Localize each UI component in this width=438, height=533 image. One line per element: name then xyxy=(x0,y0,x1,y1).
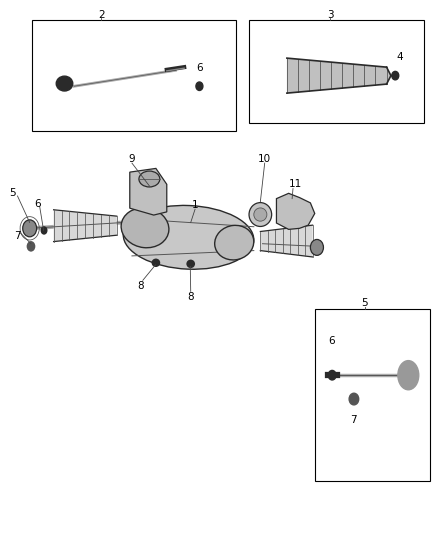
Polygon shape xyxy=(260,225,313,257)
Ellipse shape xyxy=(328,370,336,380)
Text: 9: 9 xyxy=(129,154,135,164)
Polygon shape xyxy=(53,210,117,241)
Polygon shape xyxy=(130,168,167,215)
Text: 1: 1 xyxy=(192,200,198,210)
Polygon shape xyxy=(287,58,391,93)
Text: 8: 8 xyxy=(138,280,144,290)
Text: 4: 4 xyxy=(396,52,403,62)
Text: 7: 7 xyxy=(350,415,357,425)
Text: 6: 6 xyxy=(196,63,203,72)
Ellipse shape xyxy=(186,260,195,268)
Ellipse shape xyxy=(196,82,203,91)
Ellipse shape xyxy=(311,239,323,255)
Bar xyxy=(250,20,424,123)
Text: 5: 5 xyxy=(9,188,16,198)
Text: 6: 6 xyxy=(34,199,41,209)
Text: 5: 5 xyxy=(361,297,368,308)
Ellipse shape xyxy=(56,76,73,91)
Bar xyxy=(32,20,237,131)
Ellipse shape xyxy=(349,393,359,405)
Text: 11: 11 xyxy=(289,179,302,189)
Text: 6: 6 xyxy=(328,336,335,346)
Text: 10: 10 xyxy=(258,154,271,164)
Ellipse shape xyxy=(27,241,35,252)
Ellipse shape xyxy=(215,225,254,260)
Ellipse shape xyxy=(152,259,160,267)
Text: 8: 8 xyxy=(187,292,194,302)
Ellipse shape xyxy=(139,171,160,187)
Ellipse shape xyxy=(41,226,47,235)
Ellipse shape xyxy=(23,220,37,237)
Ellipse shape xyxy=(123,205,254,269)
Ellipse shape xyxy=(121,208,169,248)
Ellipse shape xyxy=(254,208,267,221)
Ellipse shape xyxy=(392,71,399,80)
Ellipse shape xyxy=(398,361,419,390)
Polygon shape xyxy=(276,193,315,229)
Text: 2: 2 xyxy=(98,10,105,20)
Ellipse shape xyxy=(249,203,272,227)
Text: 7: 7 xyxy=(14,231,21,241)
Text: 3: 3 xyxy=(327,10,333,20)
Bar xyxy=(315,309,430,481)
